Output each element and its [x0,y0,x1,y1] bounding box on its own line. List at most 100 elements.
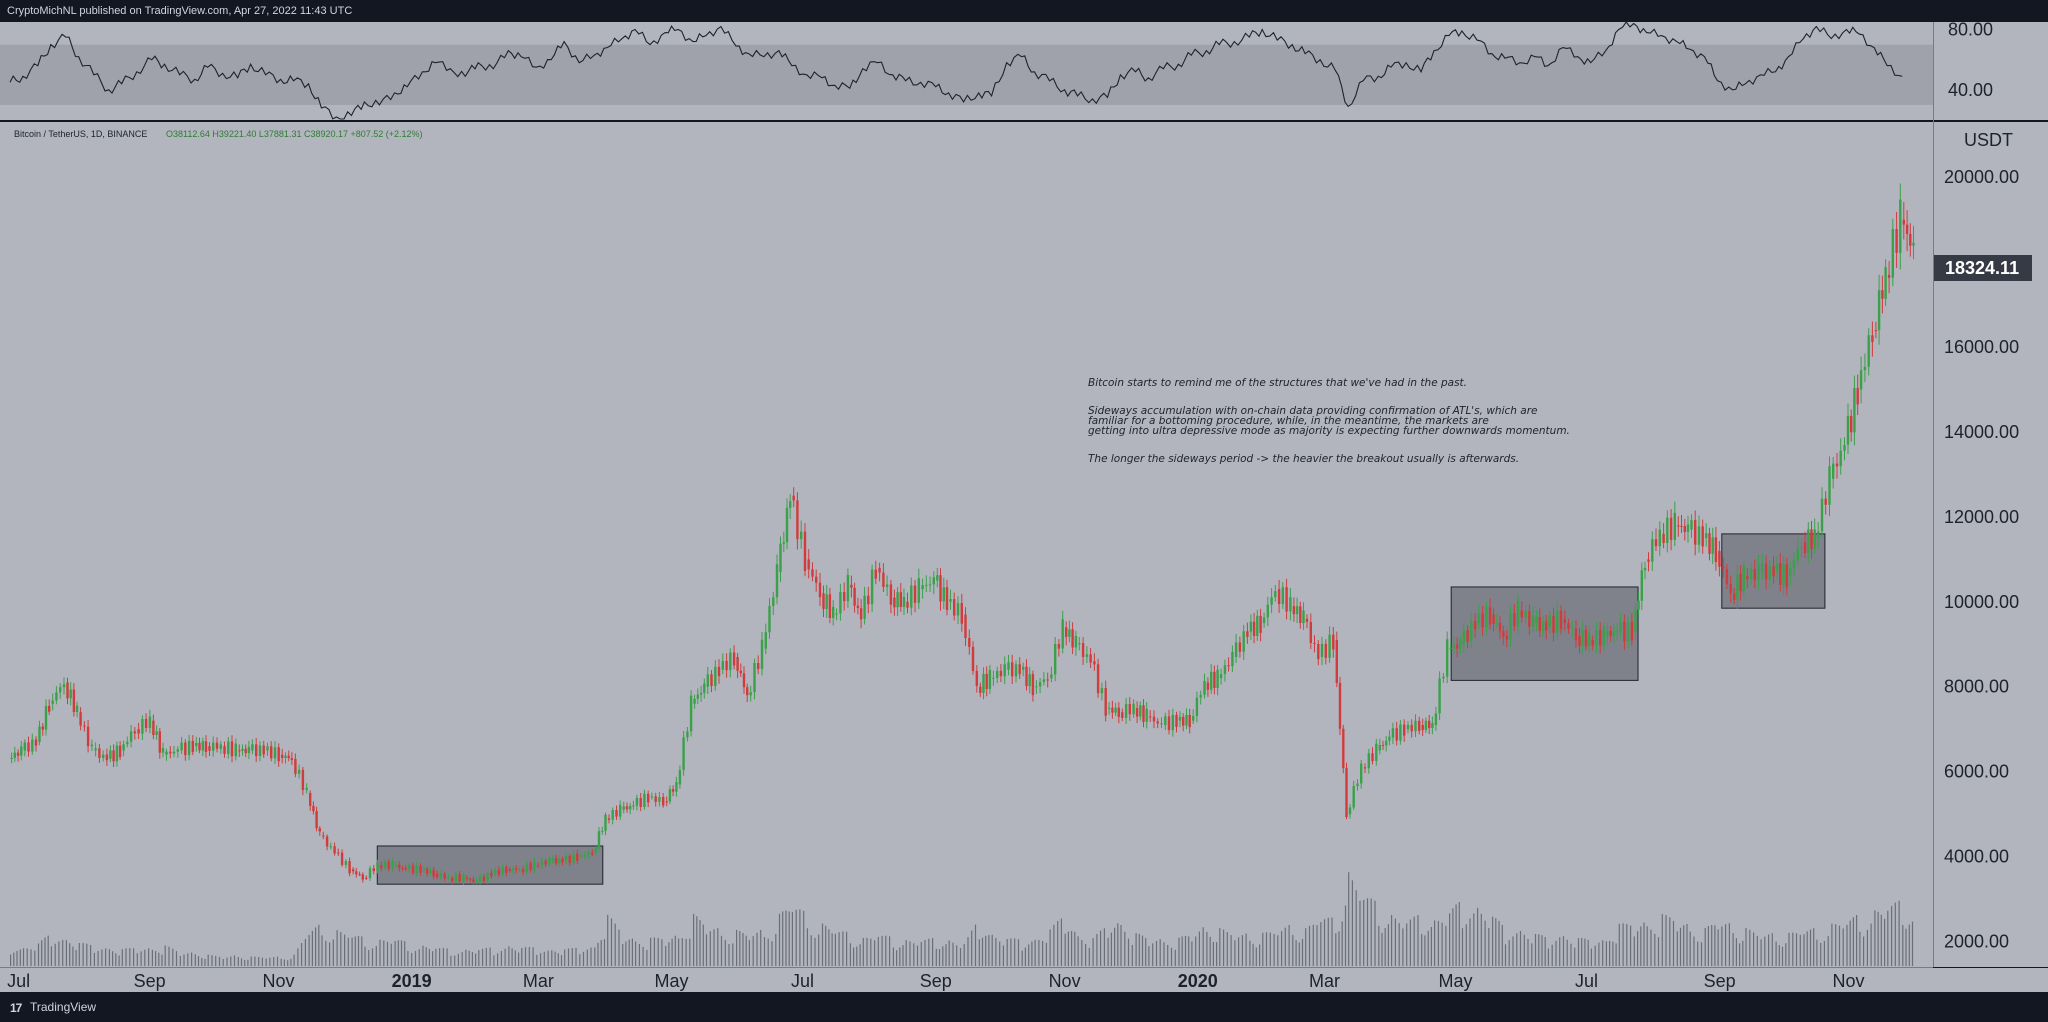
candle-body [1171,714,1174,731]
candle-body [1234,642,1238,657]
volume-bar [478,950,480,966]
annotation-line: The longer the sideways period -> the he… [1088,453,1519,465]
candle-body [975,671,978,686]
candle-body [917,578,920,603]
candle-body [251,744,254,751]
candle-body [1164,716,1167,725]
candle-body [1772,566,1775,577]
candle-body [1485,607,1488,628]
time-axis[interactable]: Jul Sep Nov 2019 Mar May Jul Sep Nov 2020 Mar May Ju… [7,971,1864,991]
candle-body [971,646,975,671]
candle-body [365,877,368,879]
accumulation-box-2019[interactable] [376,845,604,885]
candle-body [426,868,429,874]
candle-body [1729,584,1732,594]
candle-body [796,500,799,540]
volume-bar [1683,925,1685,966]
candle-body [1891,229,1894,278]
candle-body [949,599,952,602]
volume-bar [614,923,616,966]
volume-bar [810,935,812,966]
candle-body [10,757,13,759]
candle-body [112,750,115,762]
volume-bar [450,955,452,966]
chart-canvas[interactable]: 20000.0018000.0016000.0014000.0012000.00… [0,20,2048,992]
candle-body [1637,600,1640,610]
candle-body [1733,593,1736,600]
volume-bar [1574,947,1576,966]
candle-body [48,705,51,712]
volume-bar [642,946,644,966]
volume-bar [1159,939,1161,966]
volume-bar [1732,933,1734,966]
volume-bar [899,947,901,966]
volume-bar [78,943,80,966]
candle-body [1292,606,1296,615]
candle-body [703,683,706,693]
volume-bar [86,943,88,966]
text-annotation[interactable]: Bitcoin starts to remind me of the struc… [1088,377,1570,465]
candle-body [601,830,604,832]
rsi-axis[interactable]: 80.00 40.00 [1948,20,1993,100]
tradingview-brand[interactable]: TradingView [30,1000,97,1014]
volume-bar [482,948,484,966]
candle-body [1630,622,1634,641]
volume-bar [702,924,704,966]
candle-body [98,748,101,758]
volume-bar [728,944,730,966]
candle-body [1708,533,1711,554]
candle-body [518,869,521,871]
tradingview-logo-icon[interactable]: 17 [10,1001,22,1015]
candle-body [540,860,544,866]
volume-bar [1308,925,1311,966]
candle-body [525,863,528,873]
candle-body [1018,664,1021,675]
candle-body [639,798,642,807]
volume-bar [304,939,306,966]
volume-bar [1615,943,1617,966]
candle-body [622,806,625,810]
volume-bar [881,935,883,966]
volume-bar [10,954,12,966]
candle-body [83,725,86,727]
candle-body [234,743,237,757]
volume-bar [717,928,719,966]
volume-bar [560,955,563,966]
candle-body [1556,610,1559,633]
volume-bar [1612,941,1614,966]
candle-body [587,852,590,855]
candle-body [1424,720,1428,730]
candle-body [312,805,315,812]
candle-body [960,603,963,624]
candle-body [1014,664,1018,677]
volume-bar [1100,930,1102,966]
candle-body [361,874,364,880]
candle-body [1289,597,1292,612]
publisher-text: CryptoMichNL published on TradingView.co… [7,5,353,17]
candle-body [1810,529,1813,550]
volume-bar [69,943,71,966]
time-tick-label: Sep [134,971,166,991]
volume-bar [1816,939,1818,966]
price-axis[interactable]: 20000.0018000.0016000.0014000.0012000.00… [1944,167,2019,951]
volume-bar [158,952,160,966]
volume-bar [361,936,363,966]
candle-body [133,731,136,734]
volume-bar [1598,942,1600,966]
volume-bar [1689,931,1691,966]
chart-area[interactable]: 20000.0018000.0016000.0014000.0012000.00… [0,20,2048,992]
candle-body [1595,630,1598,646]
candle-body [380,865,383,868]
symbol-legend[interactable]: Bitcoin / TetherUS, 1D, BINANCE [14,129,147,139]
candle-body [568,856,571,863]
volume-bar [386,941,389,966]
candle-body [191,740,194,753]
candle-body [398,864,401,869]
volume-bar [590,947,592,966]
volume-bar [518,952,520,966]
candle-body [297,769,301,774]
volume-bar [1292,934,1294,966]
volume-bar [1672,920,1675,966]
volume-bar [866,937,868,966]
volume-bar [1704,928,1706,966]
